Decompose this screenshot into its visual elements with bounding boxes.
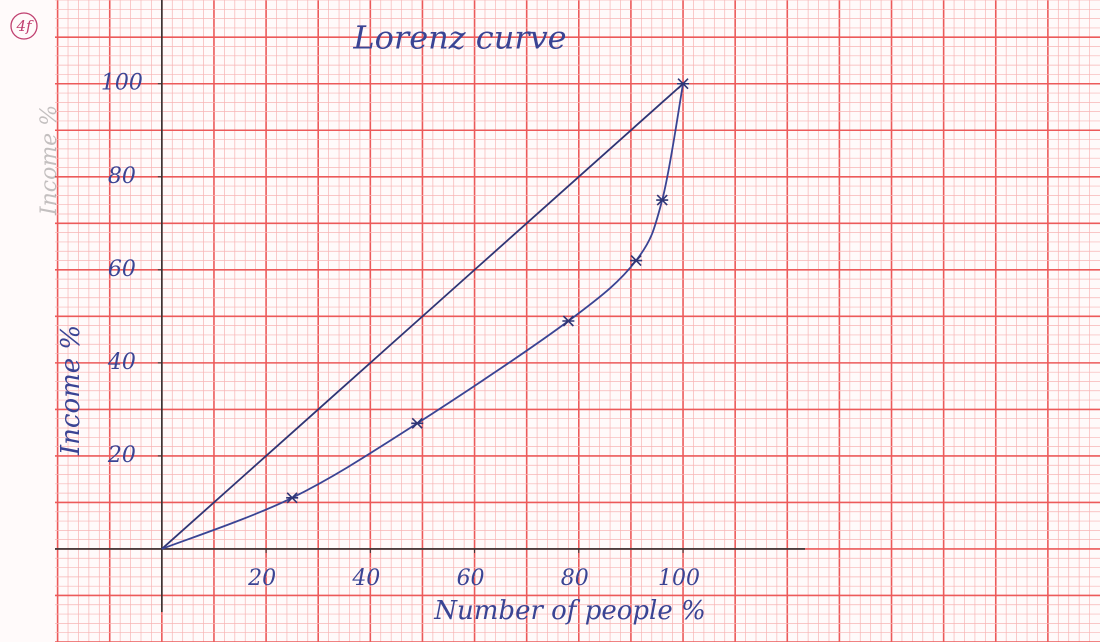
equality-line (161, 83, 684, 550)
y-tick-label: 80 (108, 164, 136, 189)
point-marker (630, 254, 643, 267)
x-tick-label: 40 (351, 566, 380, 591)
x-tick-label: 20 (247, 566, 276, 591)
point-marker (411, 417, 424, 429)
y-tick-label: 40 (107, 350, 136, 375)
point-marker (677, 78, 690, 90)
y-tick-label: 60 (108, 257, 136, 282)
y-tick-label: 20 (107, 443, 136, 468)
point-marker (562, 315, 575, 327)
annotation: 4f (15, 17, 34, 35)
plot: 20 40 60 80 100 20 40 60 80 100 (55, 0, 805, 612)
point-marker (286, 492, 299, 504)
faint-annotation: Income % (37, 105, 62, 216)
graph-paper (55, 0, 1100, 642)
y-tick-label: 100 (101, 71, 143, 96)
chart-title: Lorenz curve (352, 19, 566, 57)
x-tick-label: 60 (457, 566, 485, 591)
x-tick-label: 80 (561, 566, 589, 591)
x-tick-label: 100 (658, 566, 700, 591)
x-axis-label: Number of people % (433, 596, 705, 626)
y-axis-label: Income % (56, 325, 86, 456)
annotation-circle (10, 12, 38, 40)
point-marker (656, 194, 669, 206)
